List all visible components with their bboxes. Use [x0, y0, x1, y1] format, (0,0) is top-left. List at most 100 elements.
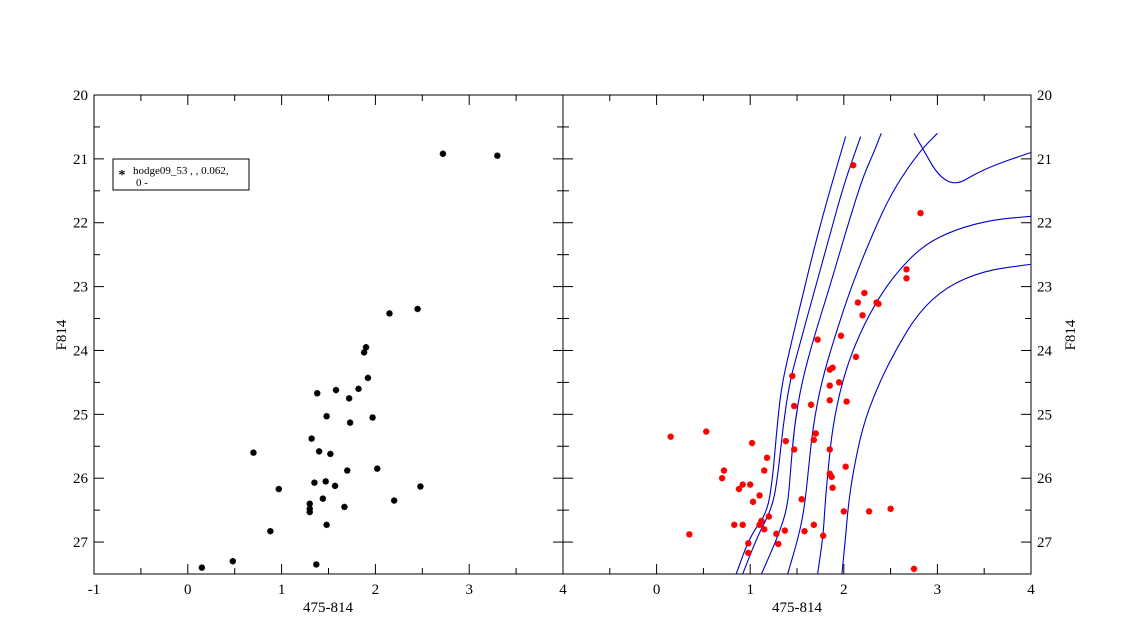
- right-data-point: [810, 521, 818, 529]
- right-data-point: [814, 336, 821, 343]
- left-data-point: [323, 413, 330, 420]
- left-data-point: [364, 374, 372, 382]
- right-data-point: [790, 446, 798, 453]
- right-data-point: [849, 162, 857, 169]
- right-data-point: [745, 549, 752, 557]
- right-y-tick-label: 23: [1037, 280, 1052, 296]
- right-data-point: [756, 492, 763, 499]
- right-y-tick-label: 26: [1037, 471, 1053, 487]
- right-y-axis-title: F814: [1063, 319, 1079, 350]
- right-data-point: [835, 379, 843, 386]
- left-data-point: [345, 395, 353, 402]
- left-data-point: [494, 152, 501, 159]
- left-data-point: [439, 150, 447, 157]
- left-data-point: [313, 561, 320, 568]
- right-data-point: [859, 312, 866, 319]
- right-data-point: [852, 353, 860, 361]
- right-data-point: [749, 498, 757, 506]
- right-data-point: [903, 266, 910, 273]
- isochrone-line-3: [760, 133, 882, 574]
- legend-box: [112, 158, 250, 191]
- left-data-point: [341, 503, 348, 511]
- left-data-point: [374, 465, 381, 472]
- left-data-point: [386, 310, 393, 317]
- left-data-point: [414, 305, 421, 313]
- left-x-tick-label: 2: [372, 582, 380, 598]
- right-x-tick-label: 2: [840, 582, 848, 598]
- isochrone-line-6: [841, 263, 1031, 574]
- left-data-point: [275, 485, 282, 493]
- left-data-point: [306, 508, 313, 516]
- right-data-point: [782, 437, 789, 445]
- isochrone-line-5: [817, 215, 1031, 574]
- right-data-point: [731, 521, 738, 529]
- right-data-point: [703, 428, 710, 435]
- right-y-tick-label: 24: [1037, 343, 1053, 359]
- right-y-tick-label: 27: [1037, 535, 1053, 551]
- right-data-point: [747, 481, 754, 488]
- left-y-tick-label: 20: [73, 88, 88, 104]
- right-data-point: [781, 527, 789, 534]
- right-data-point: [686, 531, 693, 538]
- right-data-point: [826, 446, 833, 453]
- right-data-point: [812, 430, 819, 437]
- right-data-point: [807, 401, 815, 408]
- left-data-point: [267, 528, 274, 535]
- left-data-point: [198, 564, 206, 571]
- left-x-tick-label: 0: [184, 582, 192, 598]
- isochrone-line-4: [787, 132, 938, 574]
- right-data-point: [761, 467, 768, 474]
- right-data-point: [761, 526, 768, 533]
- left-plot-area: [198, 150, 501, 571]
- left-y-tick-label: 23: [73, 280, 88, 296]
- isochrone-line-7: [913, 133, 1031, 184]
- right-data-point: [765, 513, 773, 520]
- left-data-point: [315, 448, 323, 455]
- right-data-point: [718, 475, 726, 482]
- left-data-point: [311, 479, 318, 486]
- right-data-point: [773, 530, 780, 537]
- right-data-point: [828, 473, 835, 481]
- right-data-point: [842, 463, 849, 470]
- right-data-point: [887, 505, 894, 513]
- left-y-tick-label: 24: [73, 343, 89, 359]
- left-data-point: [327, 450, 334, 458]
- left-data-point: [229, 558, 237, 565]
- left-x-tick-label: 3: [465, 582, 473, 598]
- left-data-point: [322, 478, 329, 485]
- right-data-point: [861, 289, 868, 297]
- right-x-tick-label: 3: [934, 582, 942, 598]
- right-data-point: [739, 481, 746, 488]
- right-data-point: [826, 382, 833, 389]
- right-data-point: [826, 397, 833, 404]
- right-y-tick-label: 21: [1037, 152, 1052, 168]
- right-data-point: [903, 275, 910, 282]
- left-y-tick-label: 26: [73, 471, 89, 487]
- left-data-point: [250, 449, 257, 456]
- right-data-point: [745, 540, 752, 547]
- right-data-point: [820, 532, 827, 539]
- right-y-tick-label: 20: [1037, 88, 1052, 104]
- right-data-point: [775, 540, 782, 548]
- right-data-point: [843, 398, 850, 405]
- left-x-axis-title: 475-814: [303, 600, 353, 616]
- right-data-point: [748, 439, 756, 447]
- right-data-point: [829, 484, 836, 491]
- left-data-point: [308, 435, 315, 442]
- legend: * hodge09_53 , , 0.062, 0 -: [112, 158, 250, 191]
- legend-label-line2: 0 -: [136, 177, 148, 189]
- left-data-point: [417, 483, 424, 490]
- right-y-tick-label: 22: [1037, 216, 1052, 232]
- left-data-point: [355, 385, 362, 392]
- right-data-point: [801, 528, 808, 535]
- right-x-tick-label: 0: [653, 582, 661, 598]
- left-x-tick-label: 1: [278, 582, 286, 598]
- right-data-point: [910, 565, 918, 573]
- right-data-point: [720, 467, 728, 474]
- right-x-tick-label: 1: [746, 582, 754, 598]
- right-data-point: [789, 372, 796, 380]
- left-data-point: [314, 390, 321, 397]
- left-data-point: [362, 344, 370, 351]
